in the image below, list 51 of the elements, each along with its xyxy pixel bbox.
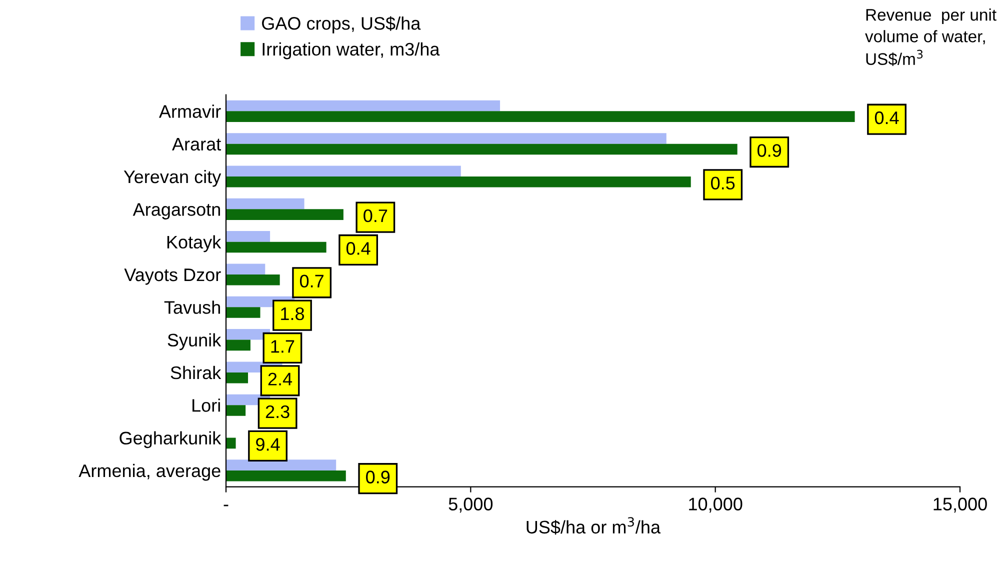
bar (226, 264, 266, 274)
bar (226, 340, 250, 351)
bar (226, 307, 260, 318)
bar (226, 100, 500, 112)
x-tick-label: - (224, 504, 228, 506)
bar (226, 274, 280, 286)
y-tick-label: Syunik (168, 333, 222, 350)
y-tick-label: Tavush (164, 300, 220, 314)
y-tick-label: Aragarsotn (132, 203, 220, 220)
annotation: 0.4 (346, 242, 370, 255)
bar (226, 242, 326, 253)
annotation: 0.9 (758, 144, 782, 157)
bar (226, 209, 344, 220)
annotation: 1.8 (281, 307, 304, 320)
y-tick-label: Lori (192, 398, 220, 412)
bar (226, 231, 270, 242)
bar (226, 144, 738, 155)
y-tick-label: Gegharkunik (120, 431, 222, 448)
annotation: 0.7 (364, 209, 388, 222)
y-tick-label: Armavir (158, 104, 221, 118)
legend-label: Irrigation water, m3/ha (262, 42, 440, 60)
bar (226, 470, 346, 482)
y-tick-label: Ararat (172, 138, 222, 151)
annotation: 0.4 (874, 111, 899, 124)
bar (226, 372, 248, 384)
bar (226, 133, 666, 144)
y-tick-label: Shirak (170, 366, 222, 380)
annotation: 1.7 (271, 340, 294, 353)
bar (226, 438, 236, 449)
annotation: 9.4 (256, 438, 280, 451)
y-tick-label: Armenia, average (78, 464, 220, 481)
bar (226, 176, 691, 188)
bar (226, 198, 304, 210)
x-tick-label: 5,000 (448, 498, 493, 513)
bar (226, 111, 855, 122)
annotation: 0.9 (366, 470, 390, 484)
annotation: 2.4 (268, 372, 292, 386)
text: Revenue per unit volume of water, US$/m$^{3}$ (865, 8, 996, 66)
bar (226, 460, 336, 470)
legend-label: GAO crops, US$/ha (262, 16, 421, 34)
annotation: 0.5 (711, 176, 735, 190)
bar (226, 166, 461, 177)
bar (226, 405, 246, 416)
x-axis-title: US$/ha or m$^{3}$/ha (526, 517, 661, 535)
annotation: 0.7 (300, 274, 324, 288)
y-tick-label: Kotayk (167, 235, 222, 252)
y-tick-label: Yerevan city (124, 170, 222, 187)
x-tick-label: 10,000 (689, 498, 742, 513)
x-tick-label: 15,000 (934, 498, 987, 513)
y-tick-label: Vayots Dzor (124, 268, 221, 285)
annotation: 2.3 (266, 405, 290, 418)
